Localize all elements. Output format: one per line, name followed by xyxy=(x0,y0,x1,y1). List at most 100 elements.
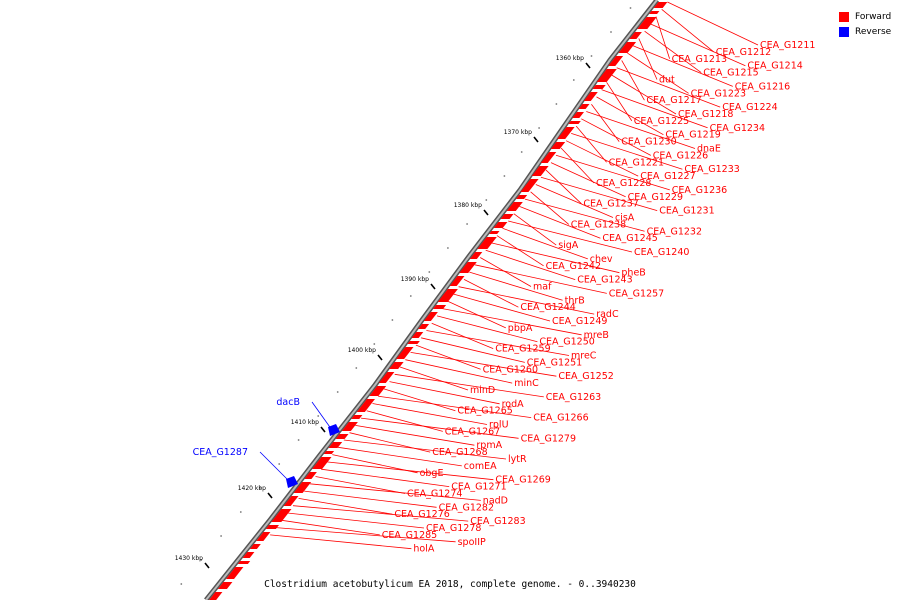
scale-tick-label: 1360 kbp xyxy=(556,55,584,62)
leader-line xyxy=(638,38,658,80)
outer-dot-track xyxy=(180,7,632,585)
forward-gene xyxy=(493,222,508,228)
leader-line xyxy=(519,206,601,239)
track-dot xyxy=(466,223,468,225)
genome-backbone xyxy=(204,0,659,600)
forward-gene xyxy=(608,56,624,66)
gene-label-mreb: mreB xyxy=(584,330,609,341)
gene-label-thrb: thrB xyxy=(565,295,585,306)
leader-line xyxy=(389,381,500,405)
track-dot xyxy=(610,31,612,33)
forward-gene xyxy=(341,422,358,431)
leader-line xyxy=(281,519,380,536)
scale-ticks: 1360 kbp 1370 kbp 1380 kbp 1390 kbp 1400 kbp… xyxy=(175,55,591,569)
leader-line xyxy=(399,366,469,391)
gene-label-cea_g1285: CEA_G1285 xyxy=(382,530,437,541)
scale-tick-label: 1400 kbp xyxy=(348,347,376,354)
leader-line xyxy=(383,388,456,412)
gene-label-cea_g1269: CEA_G1269 xyxy=(495,475,550,486)
track-dot xyxy=(572,79,575,81)
leader-line xyxy=(644,30,702,73)
forward-gene xyxy=(271,509,292,522)
leader-line xyxy=(550,162,626,198)
scale-tick xyxy=(377,354,383,361)
scale-tick-label: 1370 kbp xyxy=(504,129,532,136)
leader-line xyxy=(513,213,557,246)
gene-label-radc: radC xyxy=(596,309,619,320)
map-caption: Clostridium acetobutylicum EA 2018, comp… xyxy=(264,579,636,590)
gene-label-cea_g1213: CEA_G1213 xyxy=(672,54,727,65)
track-dot xyxy=(447,247,449,249)
leader-line xyxy=(655,16,670,59)
forward-gene xyxy=(265,525,280,529)
forward-gene xyxy=(572,112,584,118)
gene-label-cea_g1225: CEA_G1225 xyxy=(634,116,689,127)
forward-gene xyxy=(568,121,581,124)
forward-gene xyxy=(637,17,657,29)
gene-label-cea_g1226: CEA_G1226 xyxy=(653,150,708,161)
track-dot xyxy=(259,487,261,489)
track-dot xyxy=(278,463,281,465)
legend: Forward Reverse xyxy=(839,9,891,39)
gene-label-cea_g1221: CEA_G1221 xyxy=(609,157,664,168)
leader-line xyxy=(447,300,506,329)
leader-line xyxy=(366,410,443,432)
forward-gene xyxy=(489,231,500,234)
forward-gene xyxy=(283,496,299,506)
gene-label-cea_g1283: CEA_G1283 xyxy=(470,516,525,527)
leader-line xyxy=(292,505,469,522)
gene-label-cea_g1214: CEA_G1214 xyxy=(747,61,802,72)
leader-line xyxy=(469,271,563,301)
gene-label-siga: sigA xyxy=(558,240,579,251)
gene-label-cea_g1276: CEA_G1276 xyxy=(394,509,449,520)
scale-tick-label: 1390 kbp xyxy=(401,276,429,283)
leader-line xyxy=(326,461,494,481)
forward-gene xyxy=(531,166,549,176)
gene-label-cea_g1252: CEA_G1252 xyxy=(558,371,613,382)
leader-line xyxy=(661,8,715,53)
forward-gene xyxy=(407,341,420,344)
reverse-swatch xyxy=(839,26,849,37)
leader-line xyxy=(545,169,582,204)
leader-line xyxy=(315,476,406,494)
gene-label-pheb: pheB xyxy=(621,268,645,279)
gene-label-cea_g1223: CEA_G1223 xyxy=(691,88,746,99)
reverse-gene xyxy=(286,476,298,488)
scale-tick xyxy=(267,492,273,499)
track-dot xyxy=(373,343,376,345)
leader-line xyxy=(426,330,570,356)
leader-line xyxy=(485,249,576,280)
leader-line xyxy=(575,125,607,163)
leader-line xyxy=(287,512,425,529)
track-dot xyxy=(391,319,394,321)
backbone-highlight xyxy=(205,0,658,600)
gene-label-cea_g1237: CEA_G1237 xyxy=(583,199,638,210)
gene-label-cea_g1263: CEA_G1263 xyxy=(546,392,601,403)
gene-label-cea_g1234: CEA_G1234 xyxy=(710,123,765,134)
forward-gene xyxy=(592,85,606,89)
leader-line xyxy=(591,103,620,142)
track-dot xyxy=(428,271,431,273)
gene-label-cea_g1227: CEA_G1227 xyxy=(640,171,695,182)
gene-label-cea_g1236: CEA_G1236 xyxy=(672,185,727,196)
track-dot xyxy=(555,103,558,105)
forward-gene xyxy=(369,386,387,396)
leader-line xyxy=(496,235,544,267)
leader-line xyxy=(343,439,507,460)
forward-gene xyxy=(389,362,404,369)
gene-label-obge: obgE xyxy=(420,468,444,479)
leader-line xyxy=(571,133,683,170)
leader-line xyxy=(560,147,595,184)
gene-label-chev: chev xyxy=(590,254,613,265)
gene-label-pbpa: pbpA xyxy=(508,323,533,334)
leader-line xyxy=(616,67,721,108)
leader-line xyxy=(611,74,677,115)
gene-label-mrec: mreC xyxy=(571,351,597,362)
leader-line xyxy=(601,89,708,129)
track-dot xyxy=(297,439,300,441)
leader-line xyxy=(524,198,645,232)
scale-tick xyxy=(585,62,591,69)
forward-gene xyxy=(237,561,251,564)
scale-tick-label: 1420 kbp xyxy=(238,485,266,492)
